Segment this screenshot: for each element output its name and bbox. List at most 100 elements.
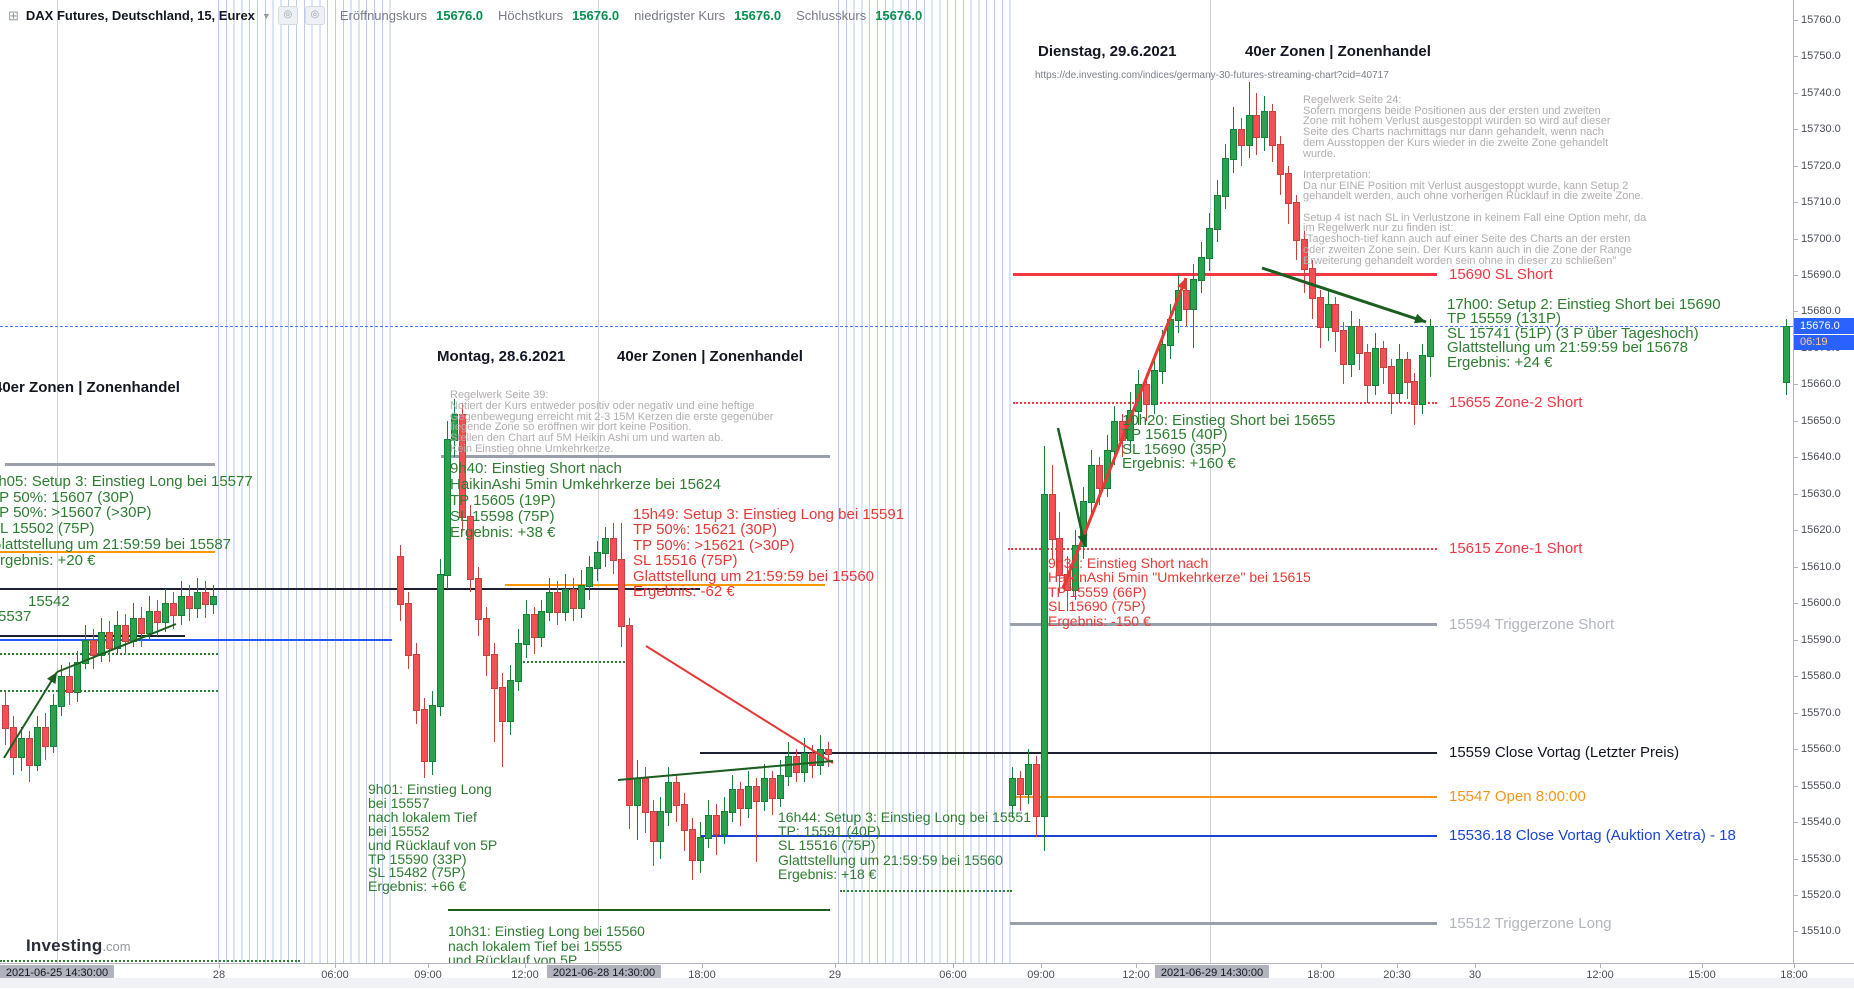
price-tick-mark [1794, 275, 1798, 276]
price-axis[interactable]: 15760.0 15750.0 15740.0 15730.0 15720.0 15710… [1793, 0, 1854, 963]
time-session-tag: 2021-06-25 14:30:00 [0, 965, 115, 981]
candle-body [138, 618, 145, 634]
candle-body [817, 749, 824, 766]
investing-logo[interactable]: Investing.com [26, 936, 131, 956]
candle-body [562, 589, 569, 613]
price-tick-label: 15530.0 [1801, 853, 1841, 865]
candle-body [475, 578, 482, 620]
candle-body [1380, 348, 1387, 368]
candle-body [1025, 764, 1032, 795]
level-line [505, 584, 825, 586]
level-line [1010, 623, 1437, 626]
candle-body [1033, 764, 1040, 817]
candle-body [1230, 129, 1237, 160]
candle-body [491, 654, 498, 689]
level-line [0, 639, 392, 641]
time-tick-mark [525, 964, 526, 968]
tuesday-zone-title: 40er Zonen | Zonenhandel [1245, 43, 1431, 60]
candle-body [650, 811, 657, 842]
candle-body [793, 756, 800, 773]
candle-body [413, 654, 420, 711]
price-tick-mark [1794, 676, 1798, 677]
candle-body [130, 618, 137, 642]
level-line [840, 890, 1012, 892]
candle-body [1222, 158, 1229, 197]
candle-body [146, 611, 153, 634]
price-tick-label: 15710.0 [1801, 196, 1841, 208]
level-line [1013, 402, 1437, 404]
candle-body [186, 596, 193, 609]
level-line [1013, 796, 1437, 798]
level-label-triggerzone-long: 15512 Triggerzone Long [1449, 915, 1612, 932]
level-line [448, 909, 830, 911]
time-tick-mark [1397, 964, 1398, 968]
low-value: 15676.0 [734, 8, 782, 23]
candle-body [554, 592, 561, 613]
level-line [5, 463, 215, 466]
candle-body [58, 676, 65, 707]
candle-body [618, 559, 625, 627]
candle-body [745, 786, 752, 809]
candle-body [681, 804, 688, 831]
time-session-tag: 2021-06-28 14:30:00 [546, 965, 662, 981]
candle-body [1317, 297, 1324, 328]
candle-body [578, 585, 585, 609]
time-tick-mark [1321, 964, 1322, 968]
time-tick-mark [702, 964, 703, 968]
time-tick-mark [835, 964, 836, 968]
price-label-15542: 15542 [28, 593, 70, 610]
candle-body [106, 632, 113, 649]
candle-body [753, 786, 760, 802]
candle-body [1253, 115, 1260, 138]
price-tick-mark [1794, 56, 1798, 57]
indicator-icon[interactable]: ◎ [277, 6, 298, 25]
candle-body [1049, 494, 1056, 540]
trade-note-16h44: 16h44: Setup 3: Einstieg Long bei 15551 T… [778, 809, 1031, 882]
candle-body [1309, 268, 1316, 299]
close-label: Schlusskurs [796, 8, 867, 23]
candle-body [1190, 279, 1197, 310]
price-label-15537: 5537 [0, 608, 32, 625]
candle-body [1080, 501, 1087, 547]
session-divider [57, 0, 58, 963]
candle-body [586, 567, 593, 587]
logo-text: Investing [26, 936, 103, 955]
candle-body [1285, 173, 1292, 204]
candle-body [1293, 202, 1300, 241]
candle-body [697, 837, 704, 861]
tuesday-date-title: Dienstag, 29.6.2021 [1038, 43, 1177, 60]
price-tick-mark [1794, 494, 1798, 495]
candle-body [1009, 778, 1016, 806]
symbol-title[interactable]: DAX Futures, Deutschland, 15, Eurex [25, 8, 255, 23]
candle-body [114, 625, 121, 649]
candle-body [178, 596, 185, 616]
candle-body [1206, 228, 1213, 259]
price-tick-mark [1794, 457, 1798, 458]
candle-body [1246, 115, 1253, 146]
last-price-tag: 15676.0 [1794, 318, 1854, 334]
level-label-zone1-short: 15615 Zone-1 Short [1449, 540, 1583, 557]
candle-body [1167, 319, 1174, 346]
price-tick-label: 15740.0 [1801, 87, 1841, 99]
candle-body [1348, 326, 1355, 365]
settings-icon[interactable]: ◎ [304, 6, 325, 25]
price-tick-label: 15540.0 [1801, 816, 1841, 828]
candle-body [1104, 450, 1111, 489]
collapse-icon[interactable]: ⊞ [8, 7, 19, 23]
price-tick-label: 15600.0 [1801, 597, 1841, 609]
level-line [1008, 548, 1437, 550]
candle-body [1427, 326, 1434, 357]
candle-body [26, 738, 33, 766]
session-divider [1210, 0, 1211, 963]
candle-body [1143, 384, 1150, 405]
candle-body [610, 538, 617, 561]
time-tick-mark [1600, 964, 1601, 968]
candle-body [1783, 326, 1790, 383]
candle-body [801, 753, 808, 773]
price-tick-label: 15640.0 [1801, 451, 1841, 463]
trade-note-9h30: 9h30: Einstieg Short nach HaikinAshi 5min… [1048, 555, 1311, 629]
candle-body [1419, 355, 1426, 405]
chevron-down-icon[interactable]: ▼ [261, 10, 271, 21]
candle-body [405, 603, 412, 656]
